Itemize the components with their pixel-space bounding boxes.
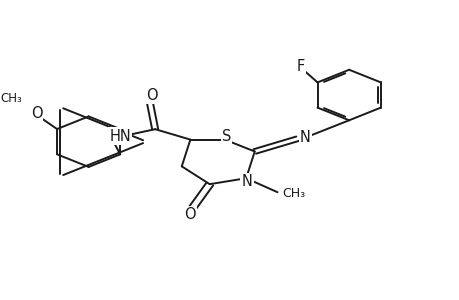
Text: O: O xyxy=(146,88,157,103)
Text: O: O xyxy=(184,207,196,222)
Text: S: S xyxy=(221,128,230,143)
Text: CH₃: CH₃ xyxy=(282,187,305,200)
Text: F: F xyxy=(296,59,304,74)
Text: O: O xyxy=(31,106,42,121)
Text: HN: HN xyxy=(109,128,131,143)
Text: N: N xyxy=(299,130,310,145)
Text: CH₃: CH₃ xyxy=(0,92,22,105)
Text: N: N xyxy=(241,174,252,189)
